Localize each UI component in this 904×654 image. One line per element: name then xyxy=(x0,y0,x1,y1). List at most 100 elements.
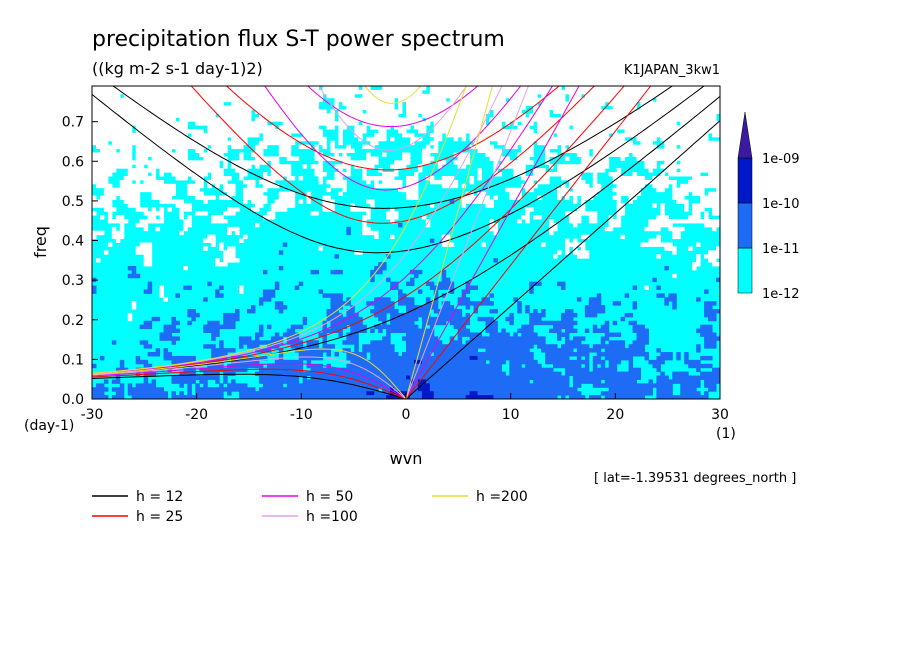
spectrum-cell xyxy=(99,175,105,181)
spectrum-cell xyxy=(628,140,634,146)
spectrum-cell xyxy=(449,132,455,138)
spectrum-cell xyxy=(163,168,169,173)
spectrum-cell xyxy=(135,109,141,114)
spectrum-cell xyxy=(580,348,586,353)
spectrum-cell xyxy=(203,136,208,142)
spectrum-cell xyxy=(545,175,550,181)
spectrum-cell xyxy=(664,301,669,306)
spectrum-cell xyxy=(429,175,435,181)
spectrum-cell xyxy=(584,164,590,169)
spectrum-cell xyxy=(286,93,292,99)
spectrum-cell xyxy=(203,211,208,216)
spectrum-cell xyxy=(561,97,566,103)
spectrum-cell xyxy=(505,93,510,99)
spectrum-cell xyxy=(588,109,594,114)
spectrum-cell xyxy=(254,344,260,349)
spectrum-cell xyxy=(135,156,141,161)
spectrum-cell xyxy=(521,132,526,138)
spectrum-cell xyxy=(433,93,439,99)
spectrum-cell xyxy=(318,168,324,173)
spectrum-cell xyxy=(636,117,641,122)
spectrum-cell xyxy=(624,140,630,146)
spectrum-cell xyxy=(584,344,590,349)
spectrum-cell xyxy=(135,144,141,150)
spectrum-cell xyxy=(131,183,137,189)
spectrum-cell xyxy=(704,136,709,142)
spectrum-cell xyxy=(449,348,455,353)
spectrum-cell xyxy=(398,109,403,114)
spectrum-cell xyxy=(425,320,431,326)
spectrum-cell xyxy=(247,121,252,126)
spectrum-cell xyxy=(616,344,622,349)
spectrum-cell xyxy=(350,160,355,165)
spectrum-cell xyxy=(382,309,387,314)
spectrum-cell xyxy=(139,340,145,345)
spectrum-cell xyxy=(481,89,486,95)
spectrum-cell xyxy=(159,86,165,91)
spectrum-cell xyxy=(509,113,514,118)
spectrum-cell xyxy=(704,129,709,134)
spectrum-cell xyxy=(247,89,252,95)
spectrum-cell xyxy=(211,172,216,177)
spectrum-cell xyxy=(366,109,371,114)
spectrum-cell xyxy=(155,226,161,232)
spectrum-cell xyxy=(159,148,165,154)
spectrum-cell xyxy=(537,132,542,138)
spectrum-cell xyxy=(151,105,157,110)
spectrum-cell xyxy=(549,328,554,333)
spectrum-cell xyxy=(215,144,220,150)
spectrum-cell xyxy=(382,89,387,95)
spectrum-cell xyxy=(314,89,320,95)
spectrum-cell xyxy=(243,132,248,138)
spectrum-cell xyxy=(254,199,260,204)
spectrum-cell xyxy=(135,246,141,251)
spectrum-cell xyxy=(187,109,192,114)
spectrum-cell xyxy=(580,242,586,247)
spectrum-cell xyxy=(696,203,701,208)
spectrum-cell xyxy=(644,136,649,142)
spectrum-cell xyxy=(700,129,705,134)
spectrum-cell xyxy=(596,187,602,193)
spectrum-cell xyxy=(433,144,439,150)
spectrum-cell xyxy=(652,93,657,99)
spectrum-cell xyxy=(278,129,284,134)
spectrum-cell xyxy=(338,175,343,181)
spectrum-cell xyxy=(568,348,574,353)
spectrum-cell xyxy=(171,129,176,134)
spectrum-cell xyxy=(92,211,97,216)
spectrum-cell xyxy=(529,332,534,337)
spectrum-cell xyxy=(382,113,387,118)
spectrum-cell xyxy=(227,324,232,330)
spectrum-cell xyxy=(139,324,145,330)
spectrum-cell xyxy=(195,175,200,181)
spectrum-cell xyxy=(588,348,594,353)
spectrum-cell xyxy=(155,140,161,146)
spectrum-cell xyxy=(636,183,641,189)
spectrum-cell xyxy=(151,129,157,134)
spectrum-cell xyxy=(282,172,288,177)
spectrum-cell xyxy=(580,117,586,122)
spectrum-cell xyxy=(668,168,673,173)
spectrum-cell xyxy=(250,101,256,107)
spectrum-cell xyxy=(684,101,689,107)
spectrum-cell xyxy=(250,97,256,103)
spectrum-cell xyxy=(525,340,530,345)
spectrum-cell xyxy=(584,187,590,193)
spectrum-cell xyxy=(402,86,407,91)
spectrum-cell xyxy=(636,352,641,357)
spectrum-cell xyxy=(191,140,196,146)
spectrum-cell xyxy=(366,136,371,142)
spectrum-cell xyxy=(600,168,606,173)
spectrum-cell xyxy=(580,164,586,169)
spectrum-cell xyxy=(557,191,562,197)
spectrum-cell xyxy=(254,156,260,161)
spectrum-cell xyxy=(107,101,113,107)
spectrum-cell xyxy=(453,89,459,95)
spectrum-cell xyxy=(290,113,296,118)
spectrum-cell xyxy=(92,136,97,142)
spectrum-cell xyxy=(704,211,709,216)
spectrum-cell xyxy=(298,86,304,91)
spectrum-cell xyxy=(286,332,292,337)
spectrum-cell xyxy=(390,211,395,216)
spectrum-cell xyxy=(529,129,534,134)
